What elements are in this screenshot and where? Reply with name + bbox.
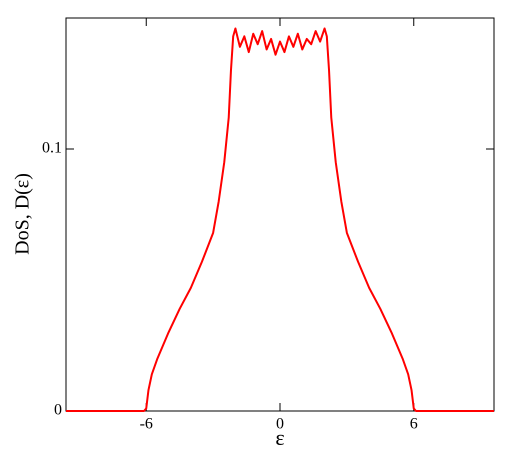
x-tick-label: 6 [410,416,418,433]
x-tick-label: -6 [140,416,153,433]
data-line [66,27,494,412]
y-tick-label: 0 [54,402,62,419]
y-axis-label: DoS, D(ε) [12,173,34,255]
x-axis-label: ε [275,425,284,450]
plot-frame [65,17,495,412]
y-tick-label: 0.1 [42,140,62,157]
x-tick-label: 0 [276,416,284,433]
